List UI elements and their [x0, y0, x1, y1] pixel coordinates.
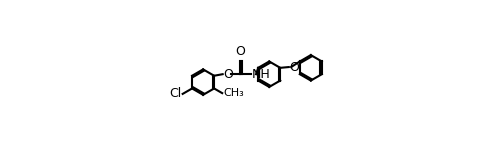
- Text: O: O: [290, 61, 299, 73]
- Text: Cl: Cl: [170, 87, 182, 100]
- Text: CH₃: CH₃: [223, 88, 244, 98]
- Text: NH: NH: [252, 68, 271, 81]
- Text: O: O: [223, 68, 233, 81]
- Text: O: O: [236, 45, 245, 58]
